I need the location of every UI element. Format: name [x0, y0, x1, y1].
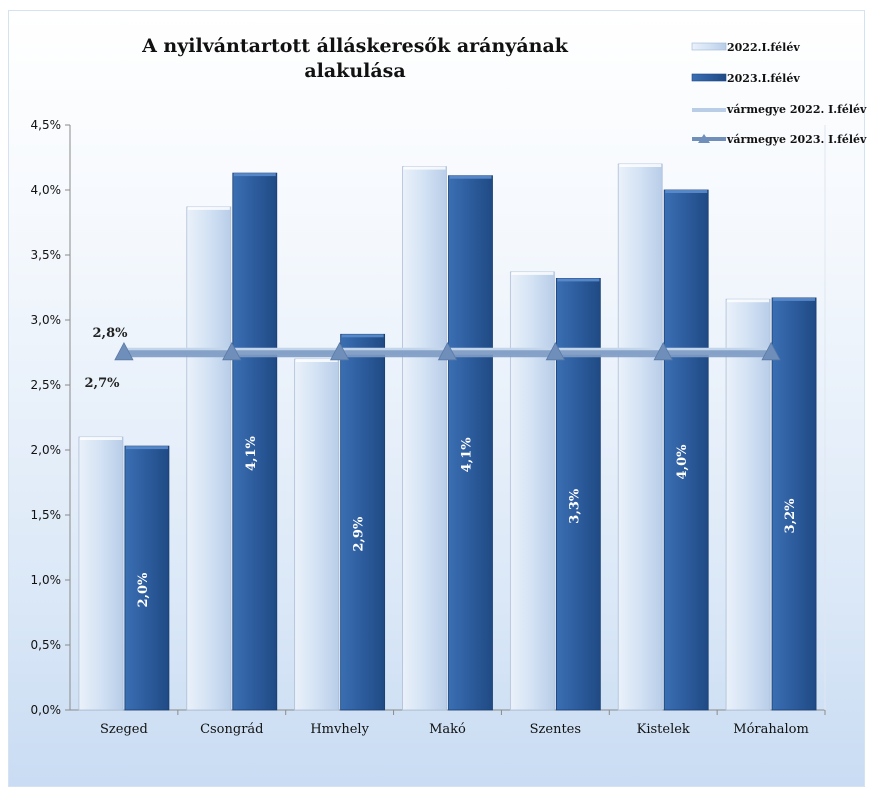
legend: 2022.I.félév 2023.I.félév vármegye 2022.…: [691, 41, 867, 146]
bar-2022: [509, 271, 555, 711]
bar-2023-highlight: [341, 334, 384, 338]
bar-2022: [402, 166, 447, 711]
y-tick-label: 3,0%: [31, 313, 62, 327]
label-megye-2022: 2,8%: [93, 326, 129, 341]
legend-swatch-2023: [691, 73, 727, 82]
legend-marker-megye-2023: [698, 134, 710, 143]
y-tick-label: 0,5%: [31, 638, 62, 652]
data-labels: 2,0% 4,1% 2,9% 4,1% 3,3% 4,0% 3,2% 2,8% 2,7%: [85, 326, 799, 608]
data-label-2023: 4,0%: [675, 444, 690, 480]
marker-megye-2023: [114, 341, 134, 361]
data-label-2023: 2,9%: [352, 516, 367, 552]
y-tick-label: 1,0%: [31, 573, 62, 587]
bar-2023-highlight: [125, 446, 168, 450]
bar-2023: [663, 189, 709, 711]
x-tick-label: Kistelek: [637, 722, 690, 737]
bar-2023: [340, 333, 386, 711]
bar-2022-highlight: [619, 164, 662, 167]
bar-2023: [124, 445, 170, 711]
marker-megye-2023: [545, 341, 566, 361]
data-label-2023: 3,2%: [783, 498, 798, 534]
bar-2022: [294, 358, 340, 711]
y-tick-label: 4,0%: [31, 183, 62, 197]
legend-label-2023: 2023.I.félév: [727, 72, 800, 85]
data-label-2023: 4,1%: [244, 435, 259, 471]
marker-megye-2023: [437, 341, 458, 361]
bar-2023-highlight: [665, 190, 708, 193]
legend-label-megye-2022: vármegye 2022. I.félév: [726, 103, 867, 116]
marker-megye-2023: [761, 341, 781, 361]
legend-label-2022: 2022.I.félév: [727, 41, 800, 54]
marker-megye-2023: [329, 341, 350, 361]
y-tick-label: 1,5%: [31, 508, 62, 522]
bar-2022-highlight: [79, 437, 122, 440]
marker-megye-2023: [653, 341, 673, 361]
legend-label-megye-2023: vármegye 2023. I.félév: [726, 133, 867, 146]
x-tick-label: Csongrád: [200, 722, 263, 737]
county-lines: [114, 341, 781, 361]
y-tick-label: 2,5%: [31, 378, 62, 392]
chart-title-line-1: A nyilvántartott álláskeresők arányának: [141, 35, 569, 57]
bar-2022-highlight: [187, 206, 230, 210]
bar-2023: [448, 175, 493, 711]
label-megye-2023: 2,7%: [85, 376, 121, 391]
y-tick-label: 2,0%: [31, 443, 62, 457]
bar-2023: [771, 297, 817, 711]
bar-2022-highlight: [403, 166, 446, 170]
chart-title-line-2: alakulása: [304, 60, 405, 82]
bar-2022: [186, 206, 232, 711]
y-tick-label: 0,0%: [31, 703, 62, 717]
y-tick-label: 4,5%: [31, 118, 62, 132]
bar-2023-highlight: [773, 297, 816, 301]
x-ticks: Szeged Csongrád Hmvhely Makó Szentes Kistelek…: [100, 710, 826, 737]
bar-2023-highlight: [233, 173, 276, 177]
bar-2022-highlight: [727, 299, 770, 303]
legend-swatch-2022: [691, 42, 727, 51]
bar-2022-highlight: [295, 359, 338, 362]
x-tick-label: Hmvhely: [310, 722, 369, 737]
bar-2022: [725, 298, 771, 711]
data-label-2023: 3,3%: [567, 488, 582, 524]
x-tick-label: Mórahalom: [733, 722, 809, 737]
x-tick-label: Szeged: [100, 722, 148, 737]
x-tick-label: Szentes: [530, 722, 581, 737]
y-tick-label: 3,5%: [31, 248, 62, 262]
marker-megye-2023: [222, 341, 242, 361]
bar-2022: [617, 163, 663, 711]
data-label-2023: 4,1%: [460, 437, 475, 473]
bar-2023-highlight: [557, 278, 600, 282]
bar-2022: [78, 436, 124, 711]
x-tick-label: Makó: [429, 722, 466, 737]
bar-2022-highlight: [511, 271, 554, 275]
bar-2023: [232, 172, 278, 711]
bar-2023-highlight: [449, 175, 492, 179]
bars: [78, 163, 817, 711]
data-label-2023: 2,0%: [136, 572, 151, 608]
y-ticks: 0,0% 0,5% 1,0% 1,5% 2,0% 2,5% 3,0% 3,5% 4,0% 4,5%: [31, 118, 70, 717]
